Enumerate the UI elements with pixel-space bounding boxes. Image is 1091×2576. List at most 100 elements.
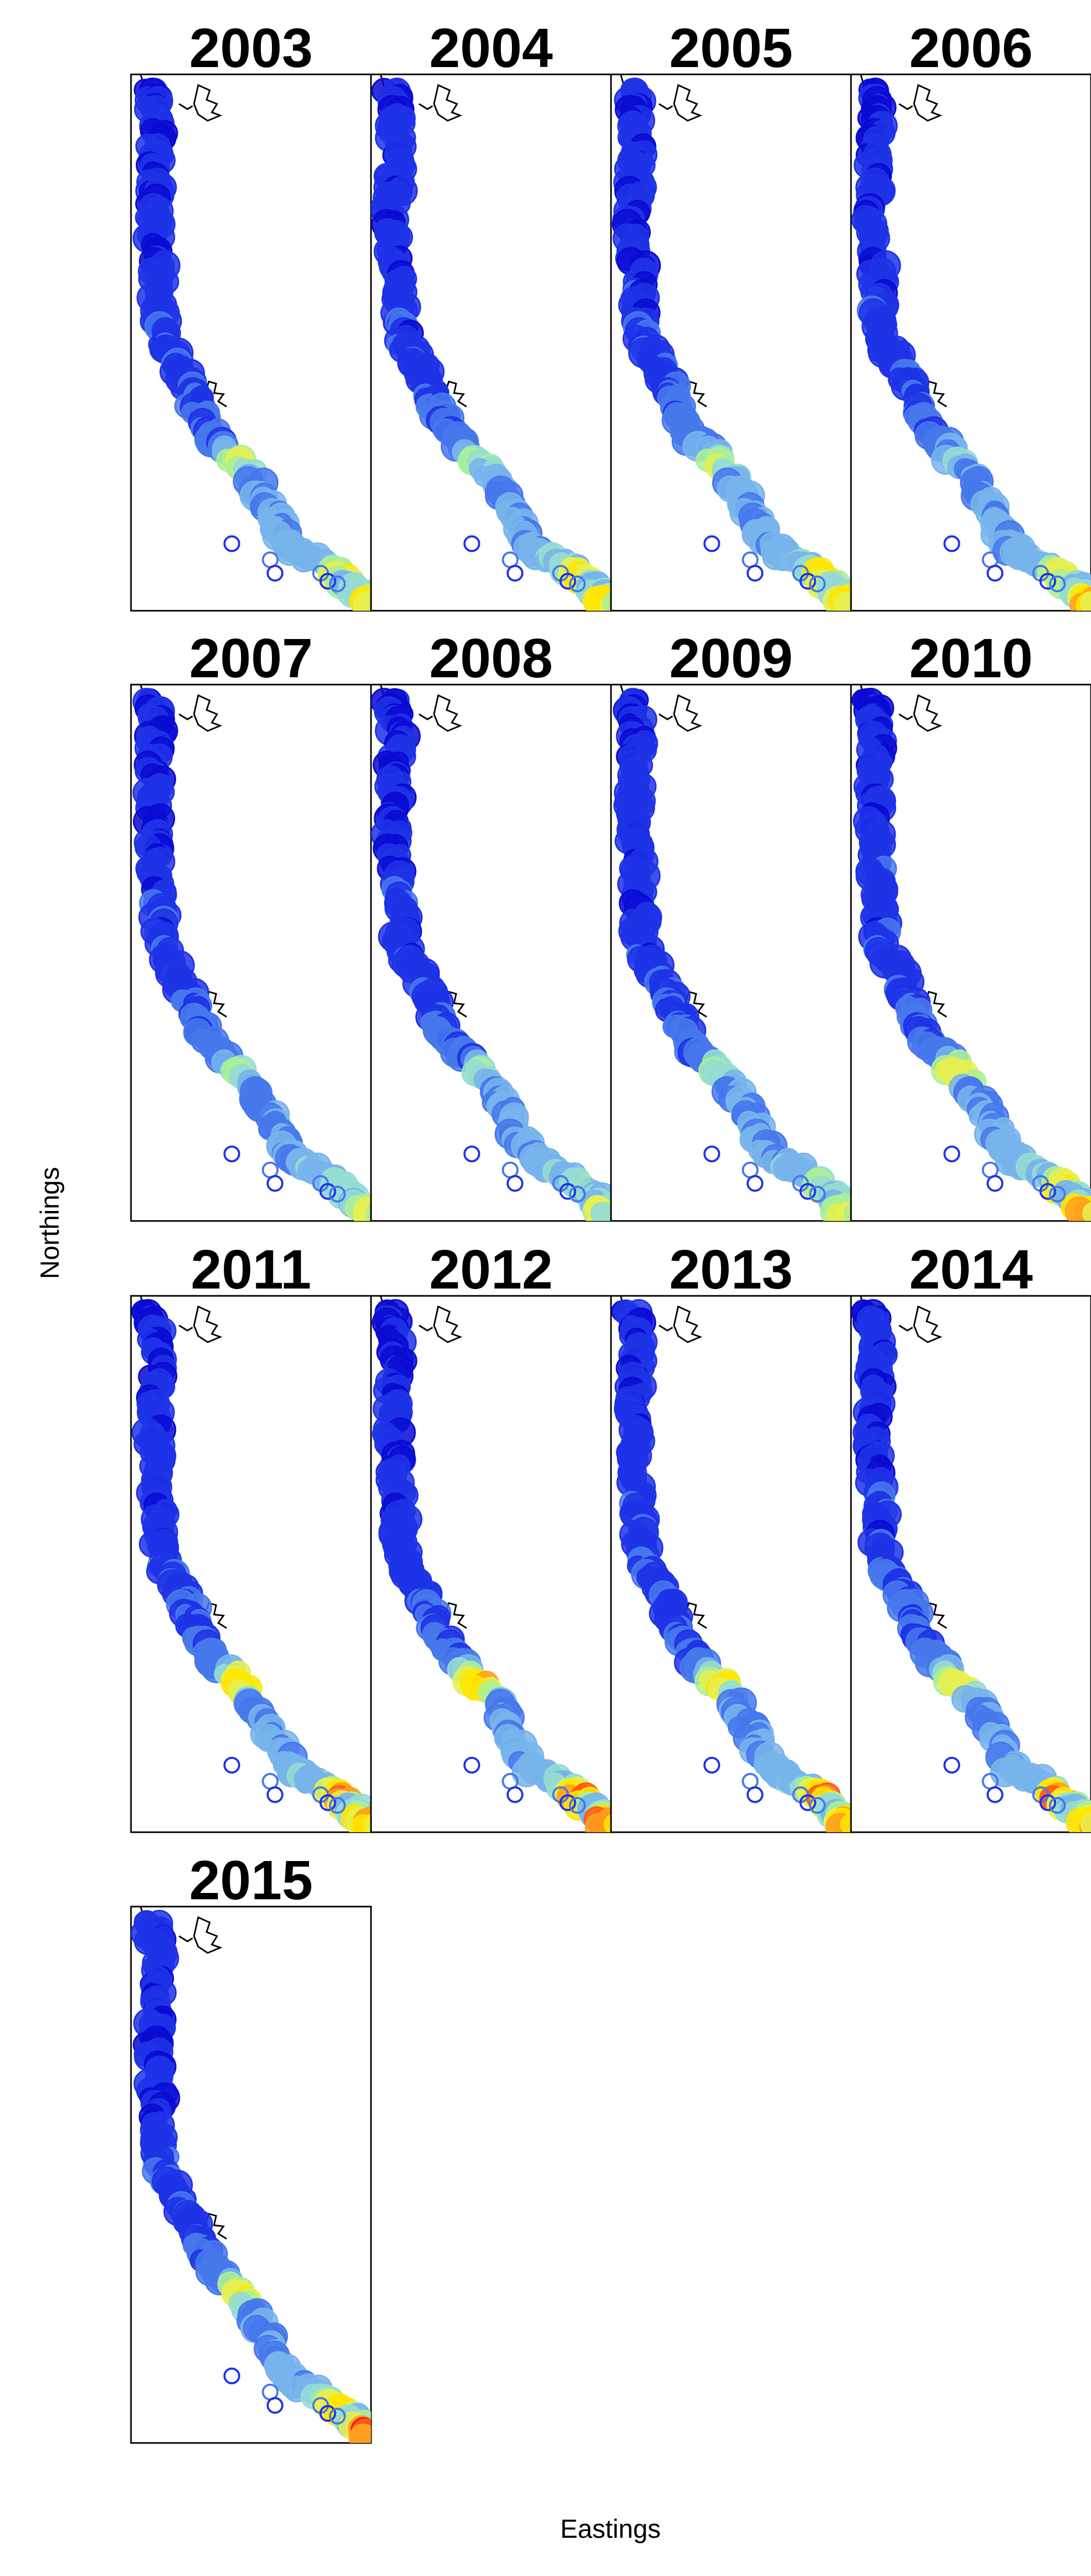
offshore-station [329,1797,346,1814]
offshore-station [703,1146,721,1162]
map-panel-2006: 2006 [850,17,1091,612]
survey-points [371,685,611,1221]
station-point [1082,1202,1091,1221]
panel-title-2008: 2008 [429,628,553,689]
map-panel-2013: 2013 [610,1239,852,1833]
offshore-station [463,535,481,552]
offshore-station [463,1146,481,1162]
map-panel-2014: 2014 [850,1239,1091,1833]
station-point [590,1202,611,1221]
offshore-station [266,1175,283,1192]
map-panel-2003: 2003 [130,17,372,612]
offshore-station [266,565,283,582]
offshore-station [746,1786,763,1803]
offshore-station [223,2368,241,2384]
offshore-station [986,1786,1003,1803]
panel-title-2010: 2010 [909,628,1033,689]
offshore-station [943,535,961,552]
panel-title-2014: 2014 [909,1239,1033,1301]
panel-title-2013: 2013 [669,1239,793,1301]
map-panel-2008: 2008 [370,628,612,1222]
offshore-station [809,1797,826,1814]
map-panel-2005: 2005 [610,17,852,612]
panel-title-2003: 2003 [189,17,313,79]
survey-points [132,685,371,1221]
map-panel-2007: 2007 [130,628,372,1222]
offshore-station [319,1183,336,1200]
station-point [844,1203,851,1221]
panel-title-2006: 2006 [909,17,1033,79]
station-point [834,591,851,611]
survey-points [612,74,851,611]
station-point [365,1203,371,1221]
offshore-station [559,1794,576,1811]
panel-title-2007: 2007 [189,628,313,689]
offshore-station [319,1794,336,1811]
map-panel-2009: 2009 [610,628,852,1222]
offshore-station [506,1786,523,1803]
station-point [362,592,371,611]
panel-title-2009: 2009 [669,628,793,689]
station-point [1080,591,1091,611]
offshore-station [943,1757,961,1774]
offshore-station [463,1757,481,1774]
survey-points [133,74,371,611]
offshore-station [329,1185,346,1203]
panel-title-2011: 2011 [191,1239,311,1301]
offshore-station [329,575,346,592]
offshore-station [986,1175,1003,1192]
offshore-station [1049,1797,1066,1814]
station-point [351,2424,371,2443]
offshore-station [223,1757,241,1774]
station-point [840,1813,851,1832]
offshore-station [319,573,336,590]
station-point [365,1814,371,1832]
offshore-station [1039,1183,1056,1200]
survey-points [131,1907,371,2443]
offshore-station [559,573,576,590]
year-panels: 2003 2004 2005 2006 2007 2008 2009 2010 2011 2012… [130,17,1091,2444]
offshore-station [809,1185,826,1203]
offshore-station [559,1183,576,1200]
map-panel-2011: 2011 [130,1239,372,1833]
offshore-station [266,2397,283,2414]
survey-points [851,74,1091,611]
panel-title-2015: 2015 [189,1850,313,1911]
offshore-station [746,1175,763,1192]
map-panel-2015: 2015 [130,1850,372,2444]
offshore-station [223,1146,241,1162]
offshore-station [223,535,241,552]
offshore-station [329,2407,346,2425]
offshore-station [569,575,586,592]
y-axis-label: Northings [35,1167,64,1279]
offshore-station [703,1757,721,1774]
survey-points [852,685,1091,1221]
offshore-station [506,565,523,582]
map-panel-2010: 2010 [850,628,1091,1222]
survey-points [372,1296,611,1832]
offshore-station [1039,1794,1056,1811]
offshore-station [1049,1185,1066,1203]
panel-title-2004: 2004 [429,17,553,79]
survey-points [613,685,851,1221]
offshore-station [809,575,826,592]
offshore-station [746,565,763,582]
offshore-station [506,1175,523,1192]
station-point [602,592,611,611]
offshore-station [799,573,816,590]
map-frame [610,684,852,1222]
panel-title-2005: 2005 [669,17,793,79]
x-axis-label: Eastings [560,2514,661,2544]
offshore-station [1039,573,1056,590]
offshore-station [569,1797,586,1814]
offshore-station [319,2405,336,2422]
station-point [1080,1813,1091,1832]
offshore-station [986,565,1003,582]
map-panel-2012: 2012 [370,1239,612,1833]
offshore-station [266,1786,283,1803]
offshore-station [799,1183,816,1200]
station-point [604,1814,611,1832]
offshore-station [1049,575,1066,592]
survey-points [371,74,611,611]
